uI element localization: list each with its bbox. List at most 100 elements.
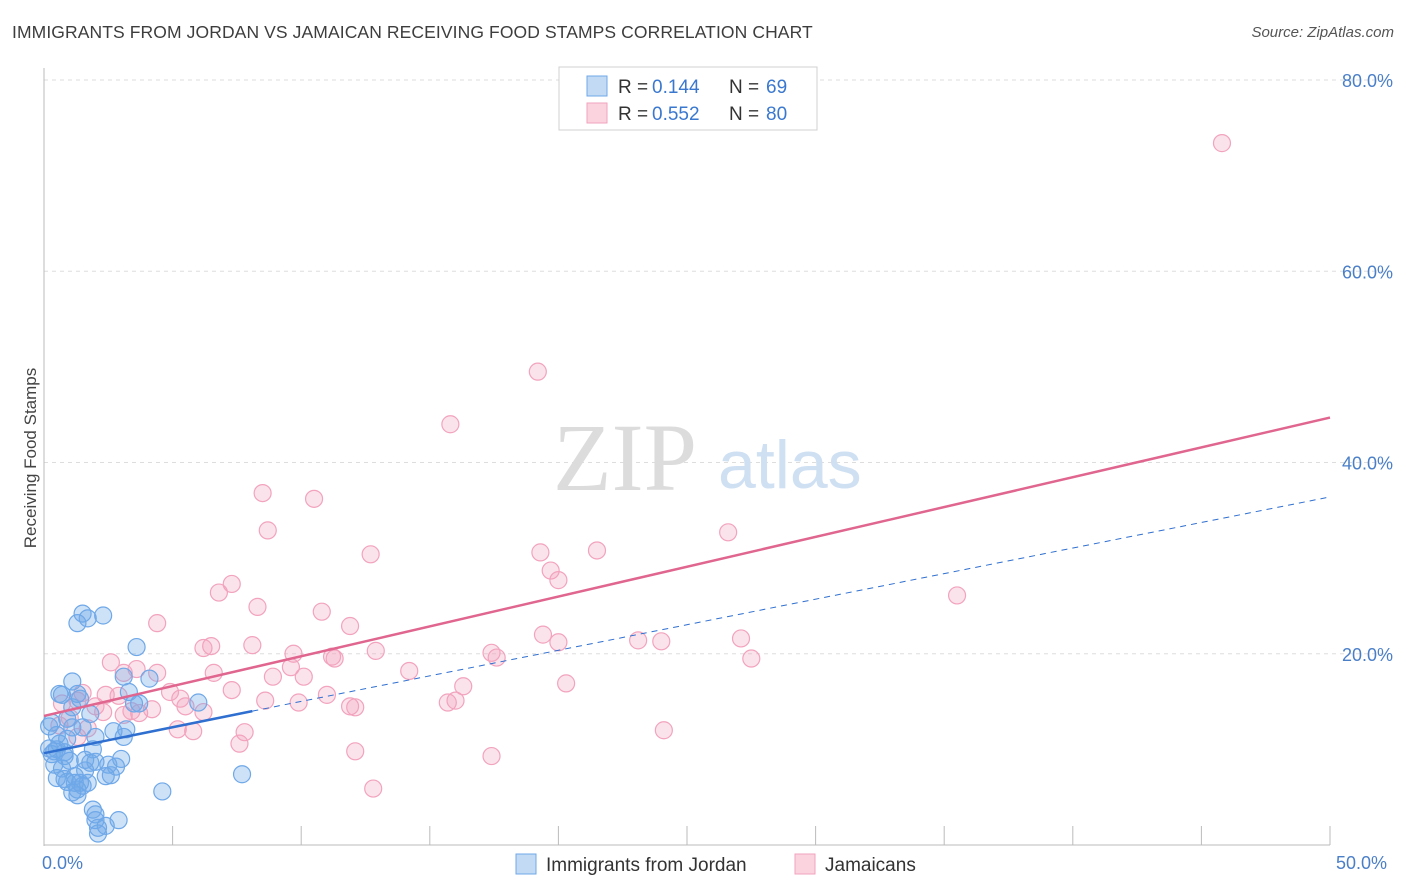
point-jamaican [168, 720, 187, 739]
point-jamaican [325, 649, 344, 668]
trend-line-jamaicans [43, 416, 1331, 718]
watermark: ZIP atlas [553, 404, 862, 511]
point-jordan [63, 783, 82, 802]
point-jordan [232, 765, 252, 784]
point-jamaican [482, 746, 501, 766]
point-jamaican [557, 674, 576, 693]
point-jordan [47, 768, 66, 788]
point-jamaican [366, 641, 385, 660]
chart-title: IMMIGRANTS FROM JORDAN VS JAMAICAN RECEI… [12, 22, 813, 42]
point-jamaican [652, 632, 671, 651]
point-jordan [114, 667, 133, 686]
point-jamaican [340, 697, 360, 716]
point-jordan [68, 780, 87, 799]
bottom-legend-label-jordan: Immigrants from Jordan [546, 855, 747, 876]
point-jamaican [222, 680, 241, 700]
y-tick-labels: 20.0% 40.0% 60.0% 80.0% [1342, 71, 1393, 665]
legend-n-label-2: N = [729, 104, 759, 125]
point-jamaican [312, 602, 331, 621]
point-jamaican [482, 643, 501, 662]
point-jamaican [400, 661, 419, 681]
point-jamaican [346, 742, 365, 761]
y-tick-label-40: 40.0% [1342, 454, 1393, 474]
chart-source: Source: ZipAtlas.com [1251, 24, 1394, 41]
y-tick-label-20: 20.0% [1342, 645, 1393, 665]
bottom-legend-swatch-blue [515, 853, 537, 875]
point-jamaican [531, 543, 550, 562]
point-jamaican [654, 721, 673, 740]
point-jordan [153, 782, 172, 801]
watermark-atlas-text: atlas [718, 427, 862, 503]
point-jamaican [742, 649, 761, 668]
point-jordan [55, 769, 74, 789]
y-axis-label: Receiving Food Stamps [21, 368, 40, 548]
point-jamaican [114, 663, 133, 682]
point-jamaican [549, 571, 568, 590]
point-jordan [68, 614, 87, 633]
point-jamaican [263, 667, 283, 686]
point-jordan [189, 693, 208, 712]
gridlines [44, 79, 1390, 655]
point-jamaican [235, 723, 254, 742]
point-jamaican [317, 685, 337, 704]
point-jordan [96, 767, 115, 786]
x-tick-label-min: 0.0% [42, 853, 83, 873]
legend-swatch-pink [586, 102, 608, 124]
point-jordan [60, 751, 79, 770]
point-jamaican [441, 415, 460, 434]
x-tick-label-max: 50.0% [1336, 853, 1387, 873]
point-jamaican [209, 583, 228, 602]
point-jamaican [340, 616, 360, 636]
point-jamaican [148, 614, 167, 633]
point-jamaican [222, 574, 241, 594]
legend-n-label-1: N = [729, 77, 759, 98]
point-jordan [68, 684, 87, 704]
point-jamaican [438, 693, 457, 712]
point-jamaican [1212, 134, 1232, 153]
point-jordan [83, 800, 102, 819]
point-jordan [81, 704, 100, 724]
point-jamaican [549, 633, 568, 652]
point-jordan [127, 637, 146, 657]
data-points [40, 134, 1232, 843]
point-jordan [94, 606, 113, 625]
point-jamaican [101, 653, 120, 672]
point-jamaican [230, 734, 249, 753]
point-jamaican [364, 779, 383, 798]
legend: R = 0.144 N = 69 R = 0.552 N = 80 [558, 66, 818, 131]
point-jamaican [248, 597, 267, 616]
point-jamaican [289, 693, 308, 712]
point-jamaican [243, 636, 262, 655]
point-jordan [78, 609, 97, 628]
point-jordan [88, 824, 108, 843]
point-jamaican [114, 705, 133, 725]
point-jordan [101, 766, 120, 785]
y-tick-label-60: 60.0% [1342, 262, 1393, 282]
point-jamaican [947, 586, 967, 605]
legend-r-label-1: R = [618, 77, 648, 98]
point-jamaican [541, 561, 560, 580]
legend-r-label-2: R = [618, 104, 648, 125]
watermark-zip-text: ZIP [553, 404, 697, 511]
point-jamaican [454, 677, 473, 696]
legend-n-value-1: 69 [766, 77, 787, 98]
axes [43, 68, 1331, 846]
point-jamaican [629, 631, 648, 650]
trend-line-jordan [43, 709, 253, 755]
point-jamaican [361, 545, 380, 564]
x-tick-marks [172, 826, 1331, 845]
legend-r-value-2: 0.552 [652, 104, 700, 125]
point-jordan [86, 805, 105, 824]
bottom-legend-label-jamaicans: Jamaicans [825, 855, 916, 876]
point-jamaican [256, 691, 275, 710]
point-jordan [68, 786, 87, 805]
point-jamaican [731, 629, 751, 648]
trend-lines [43, 416, 1331, 755]
point-jamaican [194, 638, 213, 658]
point-jordan [140, 669, 159, 688]
point-jordan [50, 734, 69, 753]
bottom-legend-swatch-pink [794, 853, 816, 875]
point-jamaican [304, 489, 324, 508]
y-tick-label-80: 80.0% [1342, 71, 1393, 91]
